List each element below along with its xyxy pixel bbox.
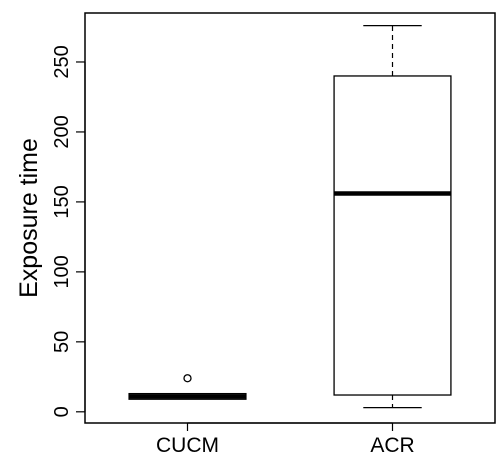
x-category-label-acr: ACR [370,434,414,455]
y-tick-label-100: 100 [51,255,73,288]
y-axis-title: Exposure time [15,138,43,298]
x-category-label-cucm: CUCM [156,434,219,455]
x-axis: CUCM ACR [156,422,415,455]
y-tick-label-150: 150 [51,185,73,218]
y-tick-label-250: 250 [51,45,73,78]
box-rect-acr [333,75,452,396]
boxes-layer [128,24,452,409]
y-tick-label-0: 0 [51,406,73,417]
y-tick-label-200: 200 [51,115,73,148]
outlier-point-cucm-0 [183,374,192,383]
y-tick-label-50: 50 [51,331,73,353]
y-axis: 0 50 100 150 200 250 [51,45,86,417]
box-acr [333,24,452,409]
box-cucm [128,374,247,400]
